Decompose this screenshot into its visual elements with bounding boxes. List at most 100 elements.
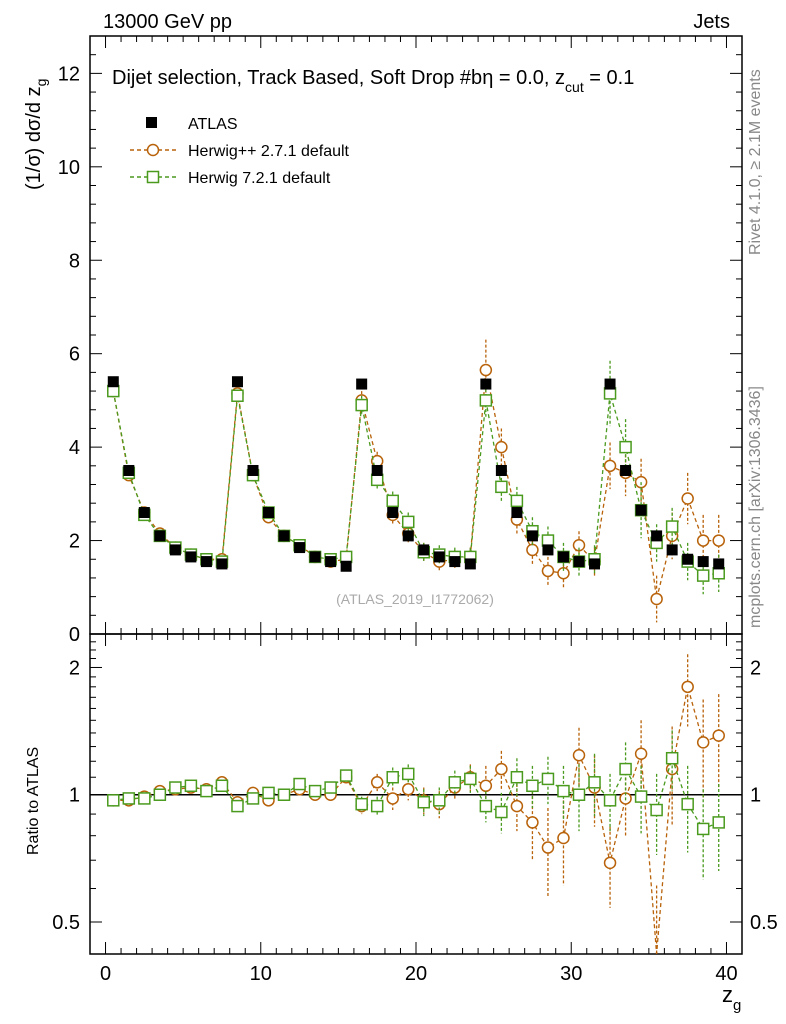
ratio-y-tick-label: 1: [69, 785, 80, 807]
data-point: [449, 556, 461, 568]
data-point: [526, 779, 539, 793]
data-point: [231, 799, 244, 813]
data-point: [262, 786, 275, 800]
data-point: [696, 534, 710, 547]
data-point: [293, 777, 306, 791]
data-point: [433, 551, 445, 563]
x-tick-label: 30: [560, 963, 582, 985]
data-point: [185, 551, 197, 563]
data-point: [588, 776, 601, 789]
data-point: [169, 781, 182, 794]
data-point: [247, 464, 259, 476]
data-point: [169, 544, 181, 556]
series-line: [113, 686, 719, 955]
series-line: [112, 369, 719, 600]
data-point: [542, 544, 554, 556]
main-data-layer: [107, 339, 725, 623]
data-point: [325, 556, 337, 568]
data-point: [231, 389, 244, 402]
data-point: [386, 792, 399, 805]
data-point: [635, 504, 647, 516]
x-tick-label: 20: [405, 963, 427, 985]
data-point: [620, 464, 632, 476]
data-point: [557, 784, 570, 798]
ratio-y-tick-label: 0.5: [52, 912, 80, 934]
x-tick-label: 40: [715, 963, 737, 985]
legend-marker-herwigpp: [146, 143, 160, 157]
data-point: [386, 494, 399, 508]
data-point: [355, 398, 368, 412]
data-point: [712, 729, 725, 742]
data-point: [510, 770, 524, 784]
data-point: [713, 558, 725, 570]
data-point: [589, 558, 601, 570]
data-point: [122, 792, 136, 805]
data-point: [417, 795, 431, 809]
main-y-axis-label-text: (1/σ) dσ/d z: [23, 86, 45, 190]
header-process: 13000 GeV pp: [103, 11, 232, 33]
ratio-axis-ticks: 0 10 20 30 40 0.5 0.5 1 1 2 2: [52, 634, 778, 985]
data-point: [138, 507, 150, 519]
data-point: [277, 788, 291, 801]
data-point: [418, 544, 430, 556]
data-point: [572, 538, 586, 552]
mcplots-label: mcplots.cern.ch [arXiv:1306.3436]: [747, 386, 764, 628]
data-point: [401, 783, 415, 796]
y-tick-label: 8: [69, 250, 80, 272]
data-point: [386, 770, 399, 784]
data-point: [309, 551, 321, 563]
data-point: [215, 779, 229, 793]
data-point: [526, 816, 539, 829]
data-point: [619, 440, 632, 454]
data-point: [495, 762, 508, 776]
legend-marker-atlas: [146, 117, 157, 128]
data-point: [651, 530, 663, 542]
ratio-data-layer: [107, 654, 725, 955]
data-point: [619, 762, 632, 776]
data-point: [464, 772, 477, 786]
data-point: [681, 797, 694, 811]
data-point: [682, 553, 694, 565]
legend-label-atlas: ATLAS: [188, 116, 238, 133]
data-point: [370, 776, 384, 789]
data-point: [138, 792, 151, 805]
header-observable: Jets: [693, 11, 730, 33]
data-point: [696, 822, 710, 836]
data-point: [340, 560, 352, 572]
y-tick-label: 2: [69, 531, 80, 553]
ratio-y-tick-label-right: 2: [750, 657, 761, 679]
data-point: [107, 376, 119, 388]
data-point: [697, 556, 709, 568]
y-tick-label: 6: [69, 344, 80, 366]
data-point: [402, 530, 414, 542]
data-point: [433, 794, 446, 807]
data-point: [479, 394, 493, 407]
data-point: [371, 464, 383, 476]
data-point: [154, 530, 166, 542]
main-y-axis-label: (1/σ) dσ/d zg: [23, 79, 49, 190]
data-point: [278, 530, 290, 542]
plot-title-cut-val: = 0.1: [584, 67, 635, 89]
x-axis-label: zg: [722, 982, 741, 1014]
data-point: [479, 779, 493, 793]
data-point: [263, 507, 275, 519]
data-point: [712, 534, 725, 547]
plot-title: Dijet selection, Track Based, Soft Drop …: [112, 67, 634, 95]
data-point: [308, 784, 322, 798]
series-line: [113, 756, 719, 830]
data-point: [650, 803, 663, 817]
ratio-y-tick-label: 2: [69, 657, 80, 679]
data-point: [294, 542, 306, 554]
data-point: [666, 544, 678, 556]
data-point: [479, 363, 493, 377]
data-point: [510, 799, 524, 813]
data-point: [387, 507, 399, 519]
data-point: [246, 792, 260, 805]
data-point: [604, 378, 616, 390]
rivet-label: Rivet 4.1.0, ≥ 2.1M events: [747, 69, 764, 255]
ratio-y-axis-label: Ratio to ATLAS: [25, 747, 42, 855]
data-point: [511, 507, 523, 519]
data-point: [200, 784, 213, 798]
data-point: [572, 788, 586, 801]
